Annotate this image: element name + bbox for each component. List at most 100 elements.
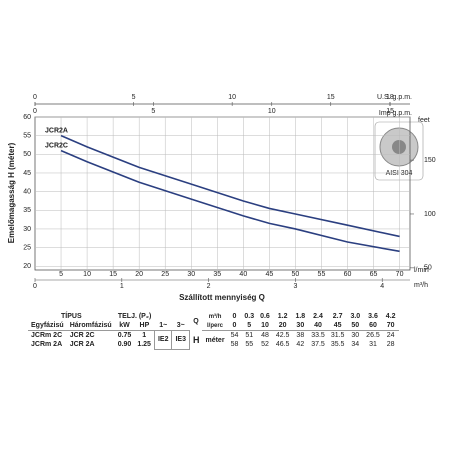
table-cell: JCRm 2A	[31, 341, 63, 348]
x-tick-label: 35	[213, 271, 221, 278]
table-cell: kW	[114, 321, 135, 331]
chart: Emelőmagasság H (méter) Szállított menny…	[7, 94, 436, 302]
curve-label: JCR2C	[45, 142, 68, 149]
y-tick-label: 40	[23, 188, 31, 195]
x-unit: l/min	[414, 267, 429, 274]
x-tick-label: 60	[344, 271, 352, 278]
axis-tick-label: 0	[33, 94, 37, 101]
x-tick-label: 5	[59, 271, 63, 278]
table-cell: JCR 2A	[69, 341, 95, 348]
axis-tick-label: 2	[207, 283, 211, 290]
x-tick-label: 65	[370, 271, 378, 278]
table-cell: 31	[369, 341, 377, 348]
table-cell: 2.7	[332, 313, 343, 320]
table-cell: 20	[272, 321, 293, 331]
table-cell: 5	[241, 321, 258, 331]
axis-tick-label: 10	[228, 94, 236, 101]
y-axis-label: Emelőmagasság H (méter)	[7, 142, 16, 243]
table-cell: JCR 2C	[69, 332, 95, 339]
y-tick-label: 20	[23, 263, 31, 270]
table-cell: TELJ. (P₂)	[117, 313, 152, 320]
table-cell: 42	[296, 341, 305, 348]
table-cell: 1.8	[295, 313, 306, 320]
table-cell: 28	[386, 341, 395, 348]
table-cell: 70	[382, 321, 399, 331]
table-cell: 37.5	[311, 341, 325, 348]
table-cell	[154, 312, 189, 321]
y2-tick-label: 50	[424, 265, 432, 272]
table-cell: 1	[142, 332, 147, 339]
table-cell: JCRm 2C	[31, 332, 63, 339]
axis-tick-label: 0	[33, 108, 37, 115]
bottom-axis2-unit: m³/h	[414, 282, 428, 289]
table-cell: méter	[205, 336, 225, 344]
table-cell: HP	[134, 321, 155, 331]
table-cell: 2.4	[313, 313, 323, 320]
y-tick-label: 45	[23, 170, 31, 177]
y-tick-label: 35	[23, 207, 31, 214]
y2-tick-label: 150	[424, 157, 436, 164]
table-cell: Egyfázisú	[28, 321, 67, 331]
y2-unit: feet	[418, 117, 430, 124]
table-cell: 1~	[154, 321, 172, 331]
axis-tick-label: 3	[293, 283, 297, 290]
y-tick-label: 30	[23, 226, 31, 233]
table-row: Egyfázisú Háromfázisú kW HP 1~ 3~ l/perc 0 5 10 20…	[28, 321, 399, 331]
curve	[60, 149, 400, 253]
table-cell: 54	[230, 332, 239, 339]
table-cell: 58	[230, 341, 239, 348]
x-tick-label: 70	[396, 271, 404, 278]
table-cell: IE2	[153, 330, 173, 350]
table-cell: 51	[245, 332, 254, 339]
table-cell: 1.25	[137, 341, 151, 348]
table-cell: IE3	[171, 330, 190, 350]
x-tick-label: 55	[318, 271, 326, 278]
x-axis-label: Szállított mennyiség Q	[179, 293, 265, 302]
table-cell: 38	[296, 332, 305, 339]
x-tick-label: 45	[265, 271, 273, 278]
table-cell: 0.3	[244, 313, 255, 320]
x-tick-label: 20	[135, 271, 143, 278]
y-tick-label: 50	[23, 151, 31, 158]
table-cell: 0.6	[260, 313, 270, 320]
table-cell: 3.6	[368, 313, 378, 320]
table-cell: 26.5	[366, 332, 380, 339]
axis-tick-label: 10	[268, 108, 276, 115]
x-tick-label: 30	[187, 271, 195, 278]
table-cell: 0	[227, 321, 242, 331]
axis-tick-label: 18	[386, 94, 394, 101]
top-axis-unit: U.S. g.p.m.	[377, 94, 412, 101]
table-cell: 35.5	[330, 341, 345, 348]
y-tick-label: 55	[23, 133, 31, 140]
table-cell: 52	[261, 341, 269, 348]
table-cell: 31.5	[330, 332, 345, 339]
table-row: JCRm 2A JCR 2A 0.90 1.25 58 55 52 46.5 42 37.5 35.…	[28, 340, 399, 349]
table-cell: Háromfázisú	[66, 321, 115, 331]
table-cell: 55	[245, 341, 254, 348]
material-label: AISI 304	[386, 170, 413, 177]
table-cell: l/perc	[202, 321, 228, 331]
axis-tick-label: 1	[120, 283, 124, 290]
axis-tick-label: 15	[386, 108, 394, 115]
curve	[60, 134, 400, 238]
table-cell: TÍPUS	[61, 313, 82, 320]
axis-tick-label: 4	[380, 283, 384, 290]
table-cell: 48	[261, 332, 269, 339]
table-cell: 30	[292, 321, 309, 331]
table-cell: 46.5	[275, 341, 290, 348]
table-cell: 30	[351, 332, 360, 339]
table-cell: m³/h	[208, 313, 222, 320]
table-cell: H	[192, 334, 200, 345]
table-cell: 60	[363, 321, 383, 331]
table-cell: 3~	[171, 321, 190, 331]
axis-tick-label: 5	[151, 108, 155, 115]
x-tick-label: 40	[239, 271, 247, 278]
axis-tick-label: 15	[327, 94, 335, 101]
axis-tick-label: 0	[33, 283, 37, 290]
table-cell: 40	[308, 321, 328, 331]
table-cell: 0.75	[117, 332, 132, 339]
table-cell: 1.2	[277, 313, 288, 320]
